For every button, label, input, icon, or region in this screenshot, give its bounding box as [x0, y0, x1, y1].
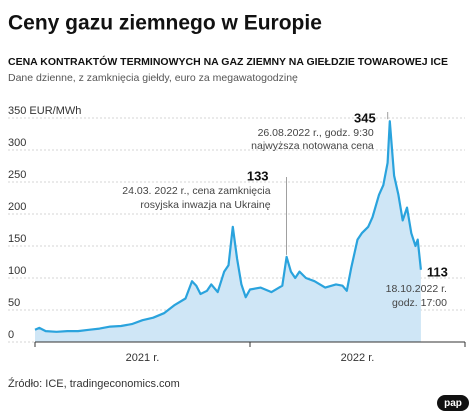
- chart-subtitle: CENA KONTRAKTÓW TERMINOWYCH NA GAZ ZIEMN…: [8, 55, 448, 68]
- area: [35, 121, 421, 342]
- y-tick-label: 50: [8, 297, 20, 309]
- y-tick-label: 200: [8, 201, 26, 213]
- x-tick-label: 2021 r.: [126, 352, 160, 364]
- annotation-value: 345: [354, 110, 376, 125]
- annotation-text: 18.10.2022 r.: [386, 283, 447, 295]
- y-tick-label: 250: [8, 169, 26, 181]
- annotation-value: 133: [247, 168, 269, 183]
- annotation-value: 113: [427, 264, 448, 279]
- logo-badge: [437, 395, 469, 411]
- annotation-text: godz. 17:00: [392, 297, 447, 309]
- chart-title: Ceny gazu ziemnego w Europie: [8, 12, 322, 35]
- y-tick-label: 100: [8, 265, 26, 277]
- x-tick-label: 2022 r.: [341, 352, 375, 364]
- annotation-text: 24.03. 2022 r., cena zamknięcia: [122, 185, 270, 197]
- source: Źródło: ICE, tradingeconomics.com: [8, 377, 180, 390]
- y-tick-label: 0: [8, 329, 14, 341]
- annotation-text: 26.08.2022 r., godz. 9:30: [258, 127, 374, 139]
- y-tick-label: 150: [8, 233, 26, 245]
- annotation-text: rosyjska inwazja na Ukrainę: [140, 199, 270, 211]
- line: [34, 120, 422, 333]
- annotation-text: najwyższa notowana cena: [251, 140, 374, 152]
- y-tick-label: 350 EUR/MWh: [8, 105, 81, 117]
- y-tick-label: 300: [8, 137, 26, 149]
- chart-note: Dane dzienne, z zamknięcia giełdy, euro …: [8, 72, 298, 84]
- logo: pap: [444, 398, 462, 409]
